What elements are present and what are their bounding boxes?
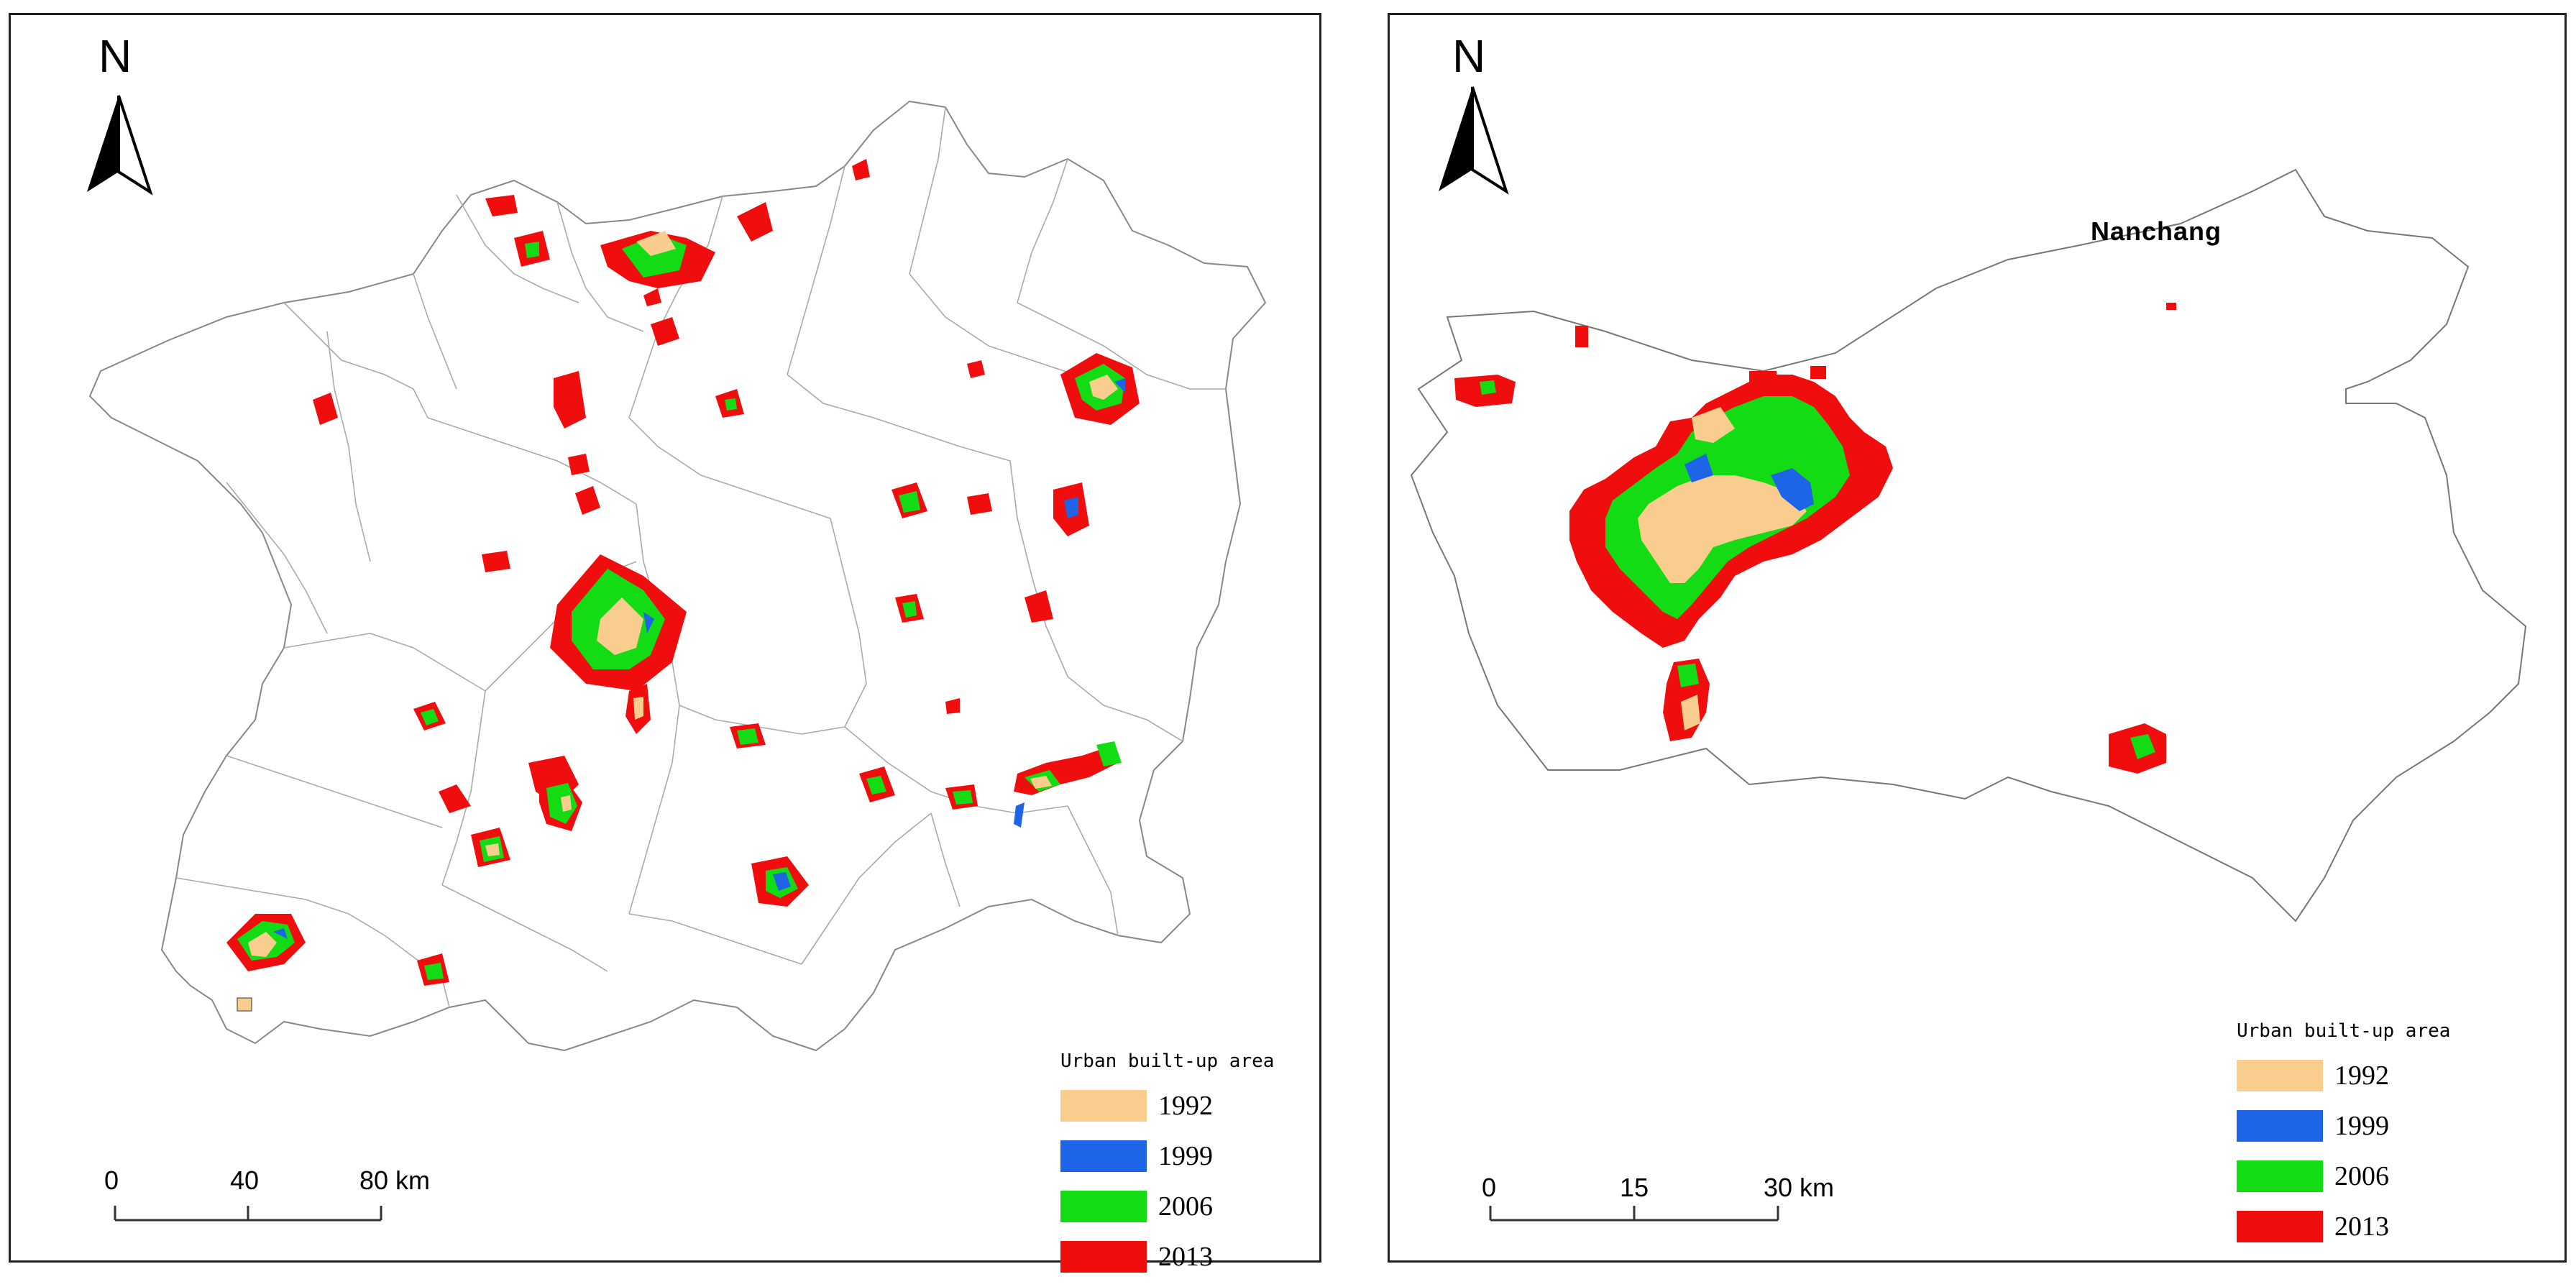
legend-label: 2006: [1158, 1191, 1213, 1222]
region-outline: [88, 100, 1267, 1052]
urban-patch-nanchang: [550, 554, 687, 734]
legend-label: 2013: [1158, 1242, 1213, 1272]
north-arrow-icon: [1439, 86, 1509, 195]
regional-map: [87, 95, 1267, 1222]
legend-swatch: [2237, 1211, 2323, 1242]
nanchang-map-panel: N Nanchang 0 15 30 km Urban built-up are…: [1388, 13, 2567, 1263]
urban-patch-south: [439, 698, 1122, 907]
urban-patch-southeast-small: [2109, 723, 2166, 774]
legend-item-2013: 2013: [1060, 1232, 1274, 1282]
scale-bar: [114, 1206, 382, 1222]
north-label: N: [1452, 30, 1486, 82]
legend-item-2006: 2006: [1060, 1181, 1274, 1232]
regional-map-panel: N 0 40 80 km Urban built-up area 1992 19…: [9, 13, 1321, 1273]
legend: Urban built-up area 1992 1999 2006 2013: [2237, 1020, 2450, 1252]
nanchang-map: [1410, 86, 2527, 1222]
legend-swatch: [1060, 1241, 1147, 1273]
urban-patch-north: [485, 159, 870, 346]
legend-label: 2006: [2334, 1161, 2389, 1191]
legend-label: 1999: [2334, 1111, 2389, 1141]
scale-label-0: 0: [1482, 1173, 1497, 1202]
legend-label: 1992: [2334, 1061, 2389, 1091]
urban-patch-northeast: [891, 353, 1140, 623]
legend-title: Urban built-up area: [1060, 1050, 1275, 1072]
scale-label-40: 40: [230, 1165, 260, 1195]
urban-patch-west: [313, 360, 985, 730]
scale-label-15: 15: [1620, 1173, 1649, 1202]
urban-patch-south-core: [1663, 659, 1710, 741]
legend-swatch: [2237, 1060, 2323, 1091]
legend-item-1999: 1999: [1060, 1131, 1274, 1181]
legend: Urban built-up area 1992 1999 2006 2013: [1060, 1050, 1274, 1282]
urban-patch-north-small: [1575, 303, 2176, 383]
scale-label-30: 30 km: [1764, 1173, 1835, 1202]
legend-label: 1992: [1158, 1091, 1213, 1121]
legend-item-1992: 1992: [2237, 1050, 2450, 1101]
legend-item-2006: 2006: [2237, 1151, 2450, 1201]
urban-patch-nanchang-core: [1569, 375, 1893, 648]
legend-label: 2013: [2334, 1212, 2389, 1242]
legend-item-1999: 1999: [2237, 1101, 2450, 1151]
urban-patch-west-small: [1454, 375, 1516, 407]
legend-swatch: [1060, 1090, 1147, 1122]
legend-item-1992: 1992: [1060, 1081, 1274, 1131]
legend-swatch: [1060, 1191, 1147, 1222]
legend-title: Urban built-up area: [2237, 1020, 2451, 1042]
legend-swatch: [1060, 1140, 1147, 1172]
north-arrow-icon: [87, 95, 153, 196]
legend-swatch: [2237, 1160, 2323, 1192]
legend-swatch: [2237, 1110, 2323, 1142]
north-label: N: [98, 30, 132, 82]
legend-item-2013: 2013: [2237, 1201, 2450, 1252]
legend-label: 1999: [1158, 1141, 1213, 1171]
scale-bar: [1489, 1206, 1779, 1222]
city-label: Nanchang: [2091, 216, 2222, 246]
scale-label-80: 80 km: [359, 1165, 431, 1195]
urban-patch-southwest: [226, 914, 449, 1012]
scale-label-0: 0: [104, 1165, 119, 1195]
